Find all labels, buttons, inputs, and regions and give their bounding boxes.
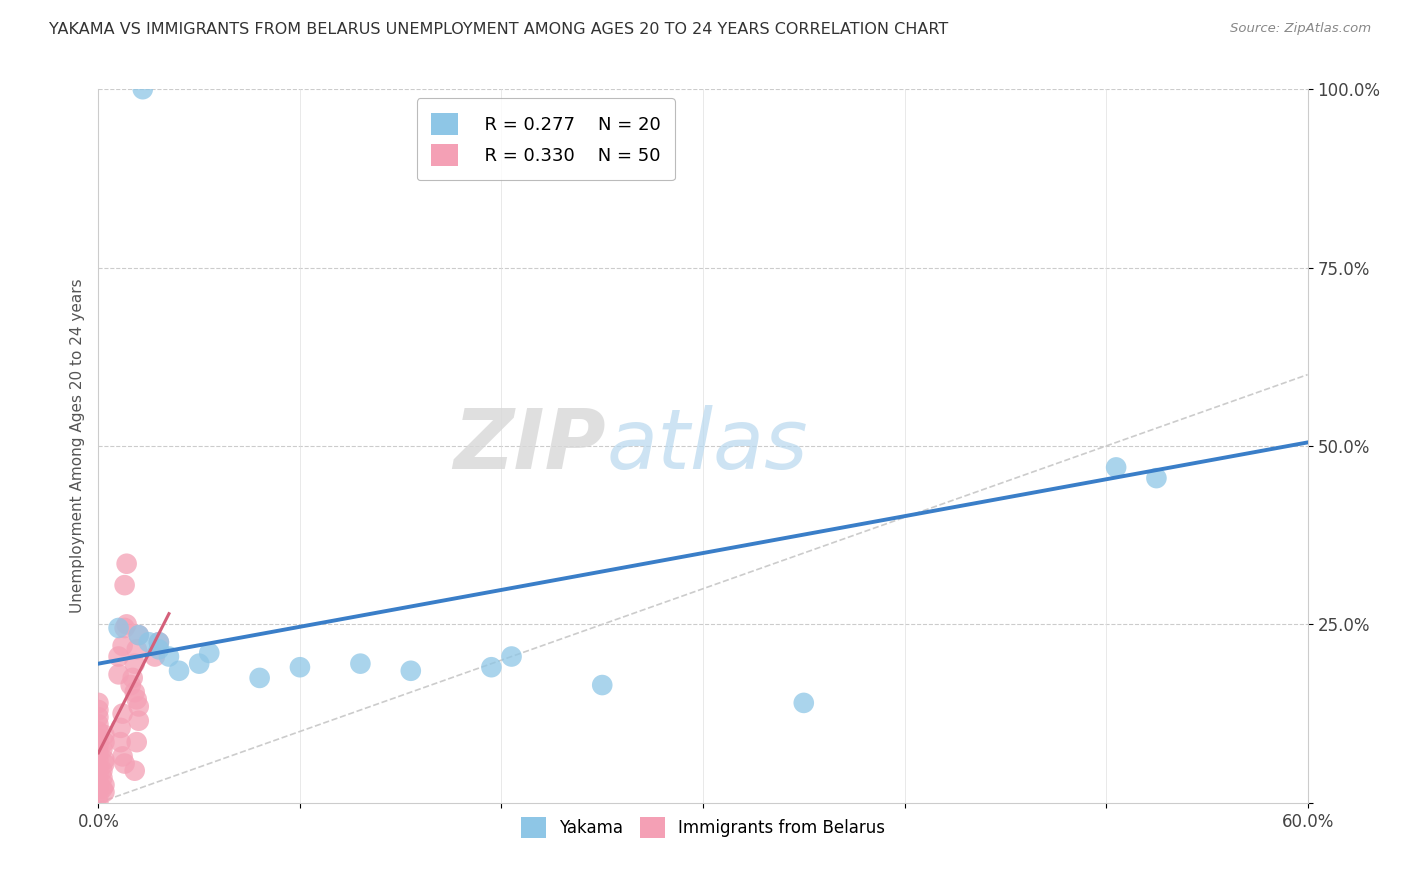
Point	[111, 706, 134, 721]
Point	[288, 660, 311, 674]
Point	[249, 671, 271, 685]
Point	[121, 671, 143, 685]
Point	[125, 642, 148, 657]
Point	[87, 739, 110, 753]
Point	[167, 664, 190, 678]
Point	[1146, 471, 1168, 485]
Point	[93, 728, 115, 742]
Point	[591, 678, 613, 692]
Text: Source: ZipAtlas.com: Source: ZipAtlas.com	[1230, 22, 1371, 36]
Point	[87, 760, 110, 774]
Point	[107, 649, 129, 664]
Point	[91, 764, 114, 778]
Point	[349, 657, 371, 671]
Point	[128, 699, 150, 714]
Point	[125, 735, 148, 749]
Point	[107, 621, 129, 635]
Point	[157, 649, 180, 664]
Point	[124, 685, 146, 699]
Point	[148, 642, 170, 657]
Point	[87, 789, 110, 803]
Point	[1105, 460, 1128, 475]
Point	[128, 628, 150, 642]
Point	[87, 731, 110, 746]
Y-axis label: Unemployment Among Ages 20 to 24 years: Unemployment Among Ages 20 to 24 years	[69, 278, 84, 614]
Point	[128, 628, 150, 642]
Point	[110, 735, 132, 749]
Point	[87, 710, 110, 724]
Text: ZIP: ZIP	[454, 406, 606, 486]
Point	[114, 621, 136, 635]
Point	[793, 696, 815, 710]
Point	[87, 724, 110, 739]
Point	[111, 639, 134, 653]
Point	[87, 703, 110, 717]
Point	[143, 649, 166, 664]
Point	[87, 696, 110, 710]
Point	[115, 617, 138, 632]
Point	[111, 749, 134, 764]
Point	[188, 657, 211, 671]
Point	[125, 692, 148, 706]
Legend: Yakama, Immigrants from Belarus: Yakama, Immigrants from Belarus	[515, 811, 891, 845]
Point	[114, 756, 136, 771]
Point	[93, 735, 115, 749]
Point	[120, 678, 142, 692]
Point	[128, 714, 150, 728]
Text: atlas: atlas	[606, 406, 808, 486]
Point	[501, 649, 523, 664]
Point	[93, 785, 115, 799]
Point	[87, 774, 110, 789]
Point	[91, 771, 114, 785]
Point	[148, 635, 170, 649]
Point	[93, 778, 115, 792]
Point	[148, 635, 170, 649]
Point	[93, 756, 115, 771]
Point	[132, 82, 155, 96]
Point	[115, 557, 138, 571]
Point	[87, 717, 110, 731]
Point	[481, 660, 503, 674]
Point	[124, 657, 146, 671]
Point	[124, 764, 146, 778]
Point	[399, 664, 422, 678]
Point	[138, 635, 160, 649]
Point	[198, 646, 221, 660]
Point	[107, 667, 129, 681]
Point	[91, 742, 114, 756]
Point	[91, 781, 114, 796]
Point	[87, 746, 110, 760]
Point	[87, 753, 110, 767]
Point	[87, 767, 110, 781]
Point	[93, 753, 115, 767]
Point	[114, 578, 136, 592]
Point	[110, 721, 132, 735]
Point	[87, 796, 110, 810]
Point	[87, 781, 110, 796]
Text: YAKAMA VS IMMIGRANTS FROM BELARUS UNEMPLOYMENT AMONG AGES 20 TO 24 YEARS CORRELA: YAKAMA VS IMMIGRANTS FROM BELARUS UNEMPL…	[49, 22, 949, 37]
